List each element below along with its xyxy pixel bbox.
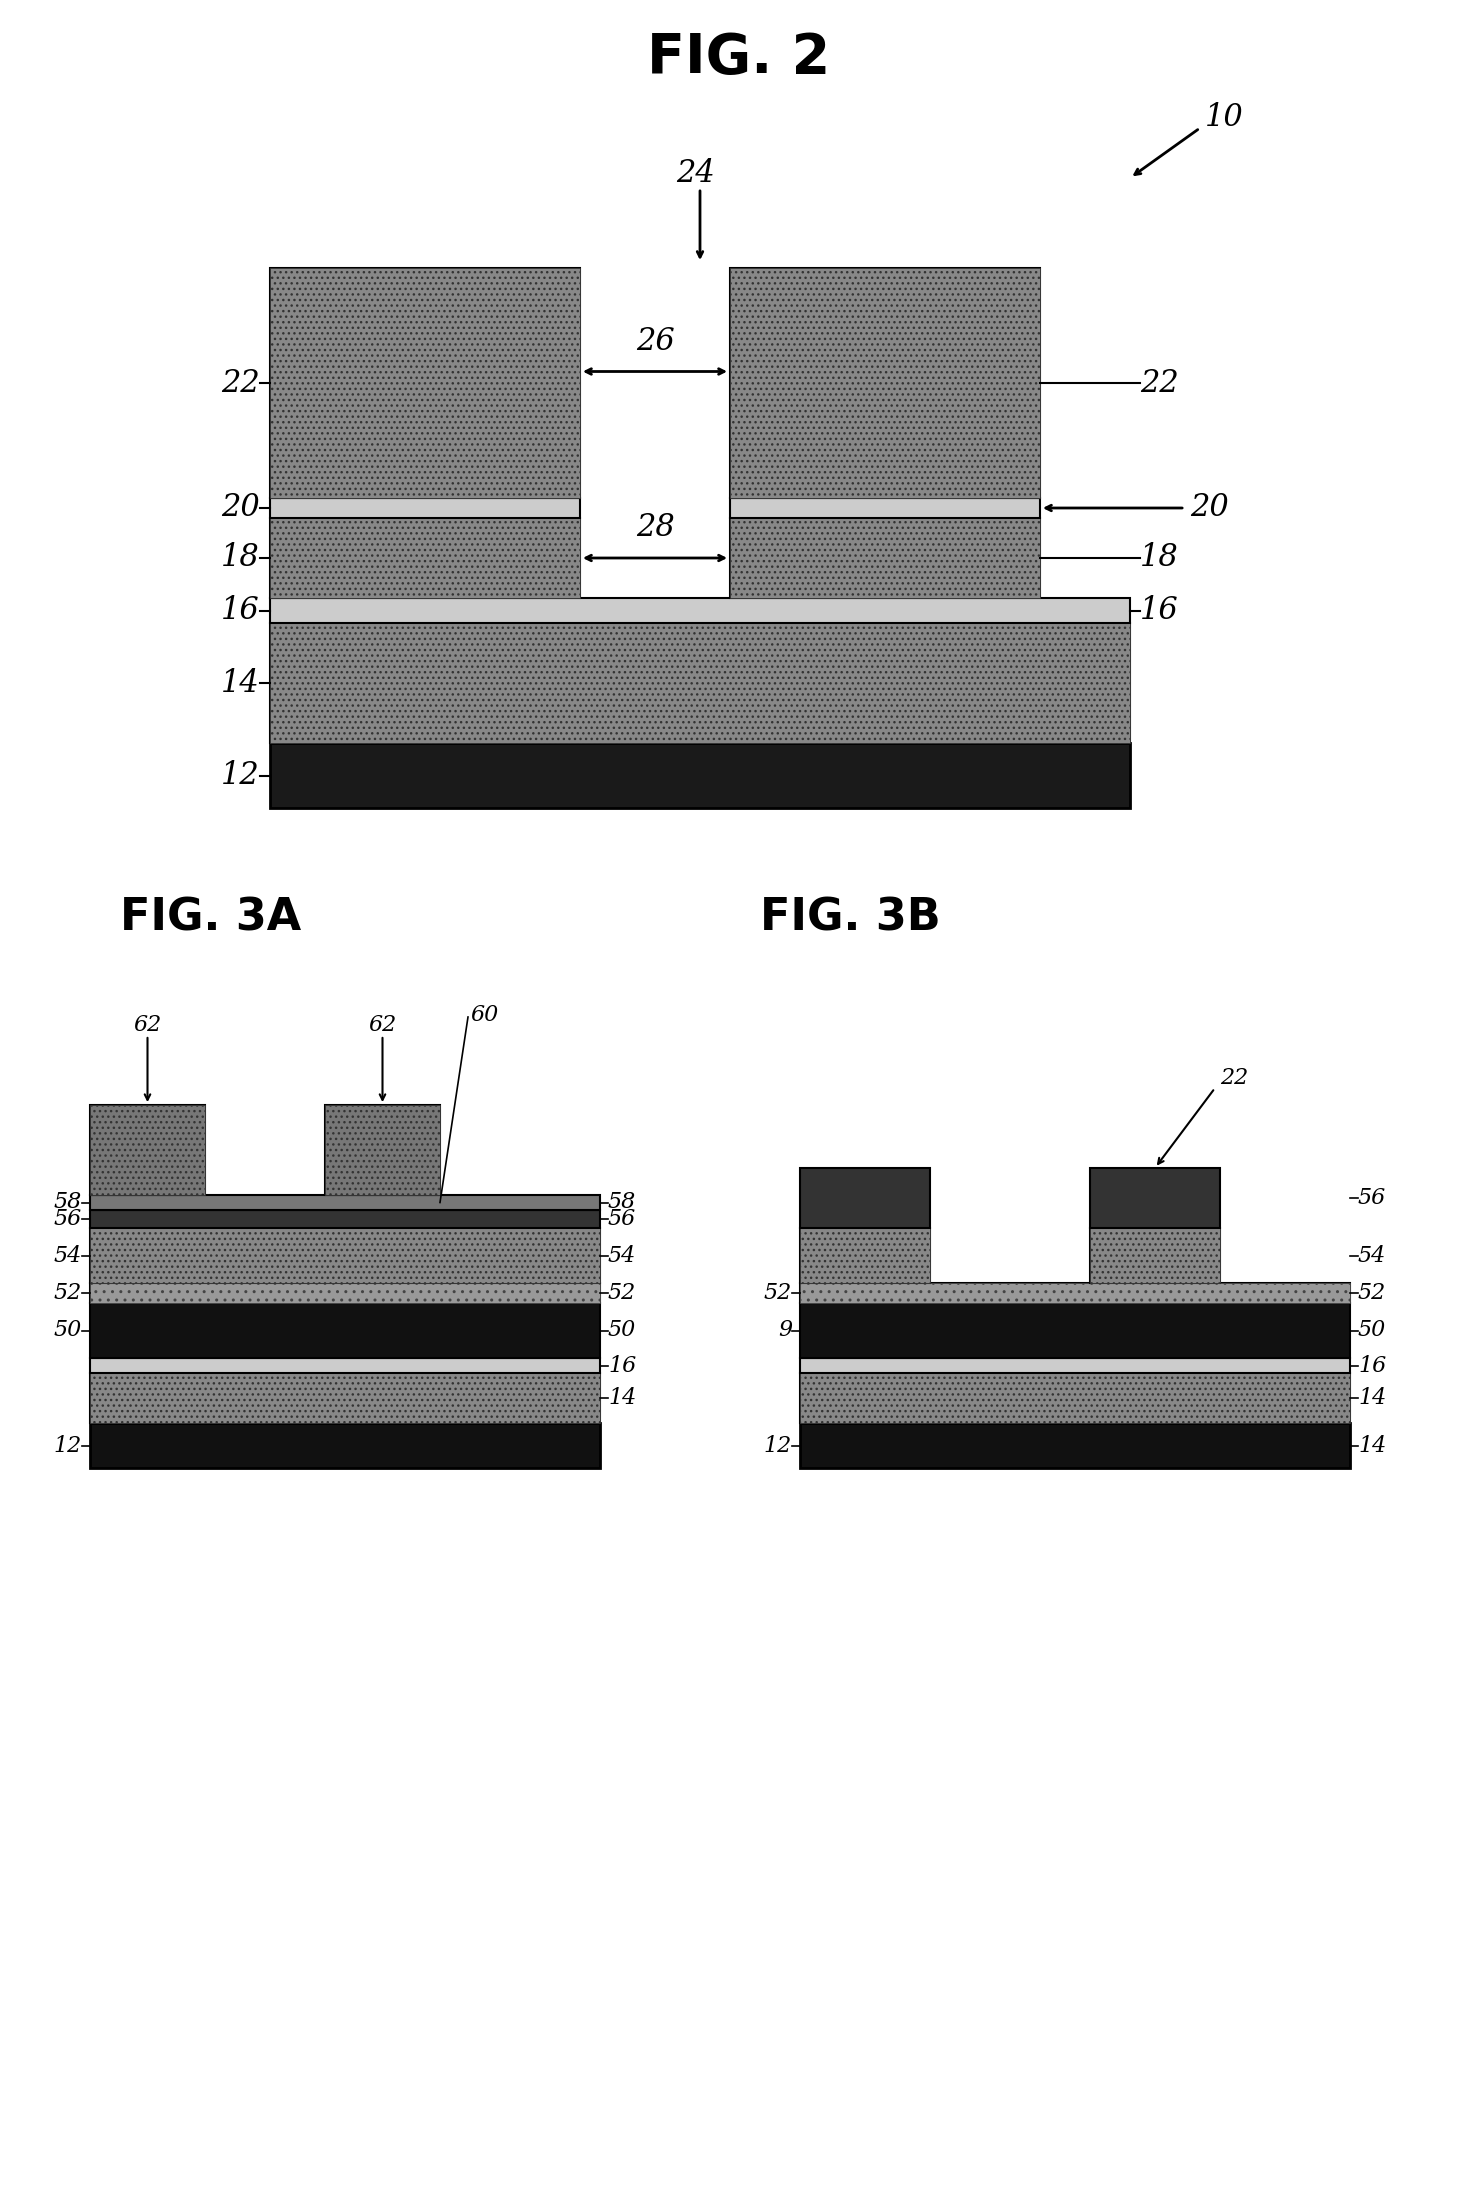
Text: 26: 26 [636,326,674,357]
Bar [270,499,579,519]
Text: 58: 58 [607,1192,636,1214]
Text: FIG. 2: FIG. 2 [647,31,831,85]
Text: 20: 20 [222,492,260,523]
Bar [270,624,1131,744]
FancyBboxPatch shape [800,1227,930,1282]
Text: 12: 12 [222,759,260,792]
Text: 50: 50 [53,1319,81,1341]
Text: 56: 56 [607,1208,636,1230]
Text: 14: 14 [1358,1435,1386,1457]
Bar [90,1359,600,1374]
Text: 52: 52 [607,1282,636,1304]
Text: 56: 56 [53,1208,81,1230]
Text: 52: 52 [764,1282,792,1304]
Text: 14: 14 [607,1387,636,1409]
Text: 20: 20 [1190,492,1228,523]
Text: 14: 14 [222,667,260,698]
FancyBboxPatch shape [730,519,1041,597]
Text: 22: 22 [1140,368,1179,398]
Bar [800,1304,1349,1359]
Text: 24: 24 [675,158,714,188]
FancyBboxPatch shape [800,1282,1349,1304]
Bar [90,1105,205,1195]
FancyBboxPatch shape [800,1374,1349,1422]
Bar [730,519,1041,597]
Bar [800,1227,930,1282]
FancyBboxPatch shape [90,1374,600,1422]
Text: 54: 54 [53,1245,81,1267]
Text: 22: 22 [222,368,260,398]
Text: 58: 58 [53,1192,81,1214]
Text: 16: 16 [1358,1354,1386,1376]
Text: 18: 18 [222,543,260,573]
Text: 22: 22 [1219,1068,1249,1090]
Bar [730,267,1041,499]
FancyBboxPatch shape [730,267,1041,499]
Text: 18: 18 [1140,543,1179,573]
Bar [325,1105,440,1195]
Bar [1089,1168,1219,1227]
Text: FIG. 3B: FIG. 3B [760,897,941,939]
FancyBboxPatch shape [325,1105,440,1195]
Text: 56: 56 [1358,1188,1386,1210]
Text: 12: 12 [53,1435,81,1457]
Bar [90,1374,600,1422]
FancyBboxPatch shape [270,267,579,499]
Text: 50: 50 [607,1319,636,1341]
Text: 9: 9 [777,1319,792,1341]
Text: 16: 16 [607,1354,636,1376]
Text: FIG. 3A: FIG. 3A [120,897,302,939]
FancyBboxPatch shape [90,1282,600,1304]
Text: 54: 54 [1358,1245,1386,1267]
FancyBboxPatch shape [270,519,579,597]
Bar [270,744,1131,807]
Bar [800,1422,1349,1468]
FancyBboxPatch shape [90,1227,600,1282]
Bar [90,1195,600,1210]
Text: 52: 52 [1358,1282,1386,1304]
Bar [270,597,1131,624]
Text: 10: 10 [1205,103,1244,133]
Bar [90,1210,600,1227]
Text: 62: 62 [133,1013,161,1035]
FancyBboxPatch shape [1089,1227,1219,1282]
Text: 52: 52 [53,1282,81,1304]
Text: 16: 16 [1140,595,1179,626]
Bar [800,1374,1349,1422]
Text: 14: 14 [1358,1387,1386,1409]
Bar [90,1227,600,1282]
Bar [90,1282,600,1304]
FancyBboxPatch shape [270,624,1131,744]
Text: 54: 54 [607,1245,636,1267]
Text: 50: 50 [1358,1319,1386,1341]
Bar [270,267,579,499]
Bar [90,1422,600,1468]
Text: 62: 62 [368,1013,396,1035]
Text: 60: 60 [470,1004,498,1026]
Bar [1089,1227,1219,1282]
Text: 12: 12 [764,1435,792,1457]
Text: 28: 28 [636,512,674,543]
Bar [800,1168,930,1227]
Bar [90,1304,600,1359]
Bar [730,499,1041,519]
Bar [800,1282,1349,1304]
Bar [270,519,579,597]
FancyBboxPatch shape [90,1105,205,1195]
Bar [800,1359,1349,1374]
Text: 16: 16 [222,595,260,626]
